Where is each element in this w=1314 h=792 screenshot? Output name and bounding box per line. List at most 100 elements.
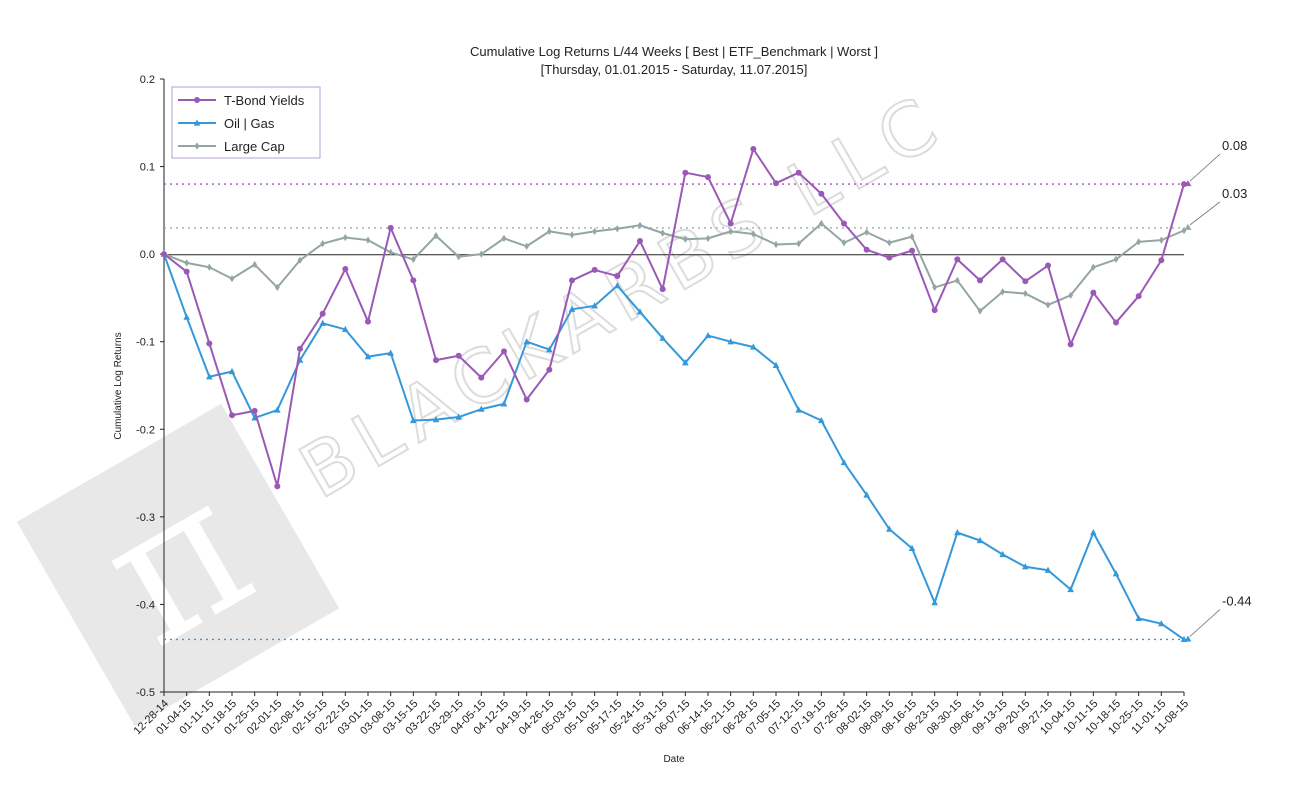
data-point (456, 253, 462, 261)
data-point (206, 340, 213, 347)
data-point (682, 169, 689, 176)
data-point (773, 180, 779, 187)
data-point (728, 227, 734, 235)
data-point (478, 405, 485, 412)
data-point (387, 224, 394, 231)
data-point (524, 242, 530, 250)
data-point (500, 400, 508, 407)
y-tick-label: 0.0 (140, 249, 155, 261)
data-point (863, 491, 870, 498)
end-leader-line (1189, 153, 1221, 182)
data-point (297, 345, 303, 352)
data-point (523, 396, 530, 403)
data-point (1181, 226, 1187, 235)
data-point (931, 307, 938, 314)
end-marker (1184, 635, 1192, 642)
data-point (569, 231, 575, 239)
series-line-t-bond-yields (163, 148, 1185, 488)
end-leader-line (1189, 201, 1221, 226)
data-point (432, 416, 440, 423)
data-point (320, 240, 326, 248)
data-point (433, 232, 439, 240)
y-tick-label: -0.4 (136, 599, 155, 611)
data-point (864, 228, 870, 236)
data-point (478, 374, 485, 381)
legend: T-Bond Yields Oil | Gas Large Cap (171, 86, 321, 159)
data-point (478, 250, 484, 258)
legend-items: T-Bond Yields Oil | Gas Large Cap (178, 93, 305, 154)
data-point (841, 239, 847, 247)
data-point (1000, 288, 1006, 296)
data-point (614, 273, 621, 280)
data-point (183, 313, 190, 320)
data-point (637, 238, 643, 245)
end-label: 0.08 (1222, 138, 1247, 153)
data-point (614, 282, 621, 289)
series-line-large-cap (163, 222, 1185, 313)
series-line-oil-gas (163, 253, 1185, 641)
data-point (591, 266, 598, 273)
data-point (251, 407, 258, 414)
data-point (591, 302, 598, 309)
data-point (274, 406, 281, 413)
end-label: -0.44 (1222, 593, 1252, 608)
data-point (1045, 301, 1051, 309)
data-point (1090, 289, 1097, 296)
data-point (727, 220, 734, 227)
data-point (387, 349, 394, 356)
data-point (772, 361, 780, 368)
data-point (228, 367, 236, 375)
data-point (954, 256, 961, 263)
data-point (773, 240, 779, 249)
data-point (976, 536, 984, 544)
data-point (1112, 570, 1120, 577)
legend-item: T-Bond Yields (178, 93, 305, 108)
data-point (682, 359, 689, 366)
data-point (194, 142, 200, 150)
data-point (501, 348, 507, 355)
data-point (274, 283, 280, 292)
data-point (705, 234, 711, 242)
data-point (501, 234, 507, 242)
data-point (727, 338, 734, 345)
data-point (977, 277, 983, 284)
data-point (161, 251, 167, 258)
data-point (1136, 238, 1142, 246)
legend-item: Large Cap (178, 139, 285, 154)
data-point (660, 229, 666, 237)
y-tick-label: -0.3 (136, 512, 155, 524)
data-point (297, 256, 303, 264)
data-point (342, 325, 349, 333)
series-large-cap (161, 219, 1187, 315)
data-point (1022, 278, 1029, 285)
data-point (795, 406, 802, 413)
data-point (1135, 614, 1142, 622)
data-point (704, 331, 712, 339)
data-point (364, 353, 372, 360)
data-point (206, 373, 213, 380)
data-point (523, 338, 530, 345)
data-point (1022, 563, 1029, 570)
data-point (818, 416, 825, 424)
watermark: π BLACKARBS LLC (16, 76, 961, 727)
data-point (1090, 529, 1097, 536)
data-point (614, 225, 620, 233)
data-point (932, 283, 938, 292)
data-point (999, 256, 1006, 263)
end-marker (1184, 223, 1192, 230)
data-point (546, 227, 552, 235)
data-point (909, 233, 915, 241)
legend-label: T-Bond Yields (224, 93, 305, 108)
data-point (433, 357, 439, 364)
data-point (818, 219, 824, 228)
data-point (886, 254, 893, 261)
end-marker (1184, 180, 1192, 187)
y-tick-label: -0.5 (136, 687, 155, 699)
y-tick-label: -0.1 (136, 337, 155, 349)
data-point (750, 343, 757, 350)
data-point (546, 366, 553, 373)
data-point (319, 319, 326, 326)
data-point (954, 529, 961, 536)
data-point (206, 263, 212, 271)
